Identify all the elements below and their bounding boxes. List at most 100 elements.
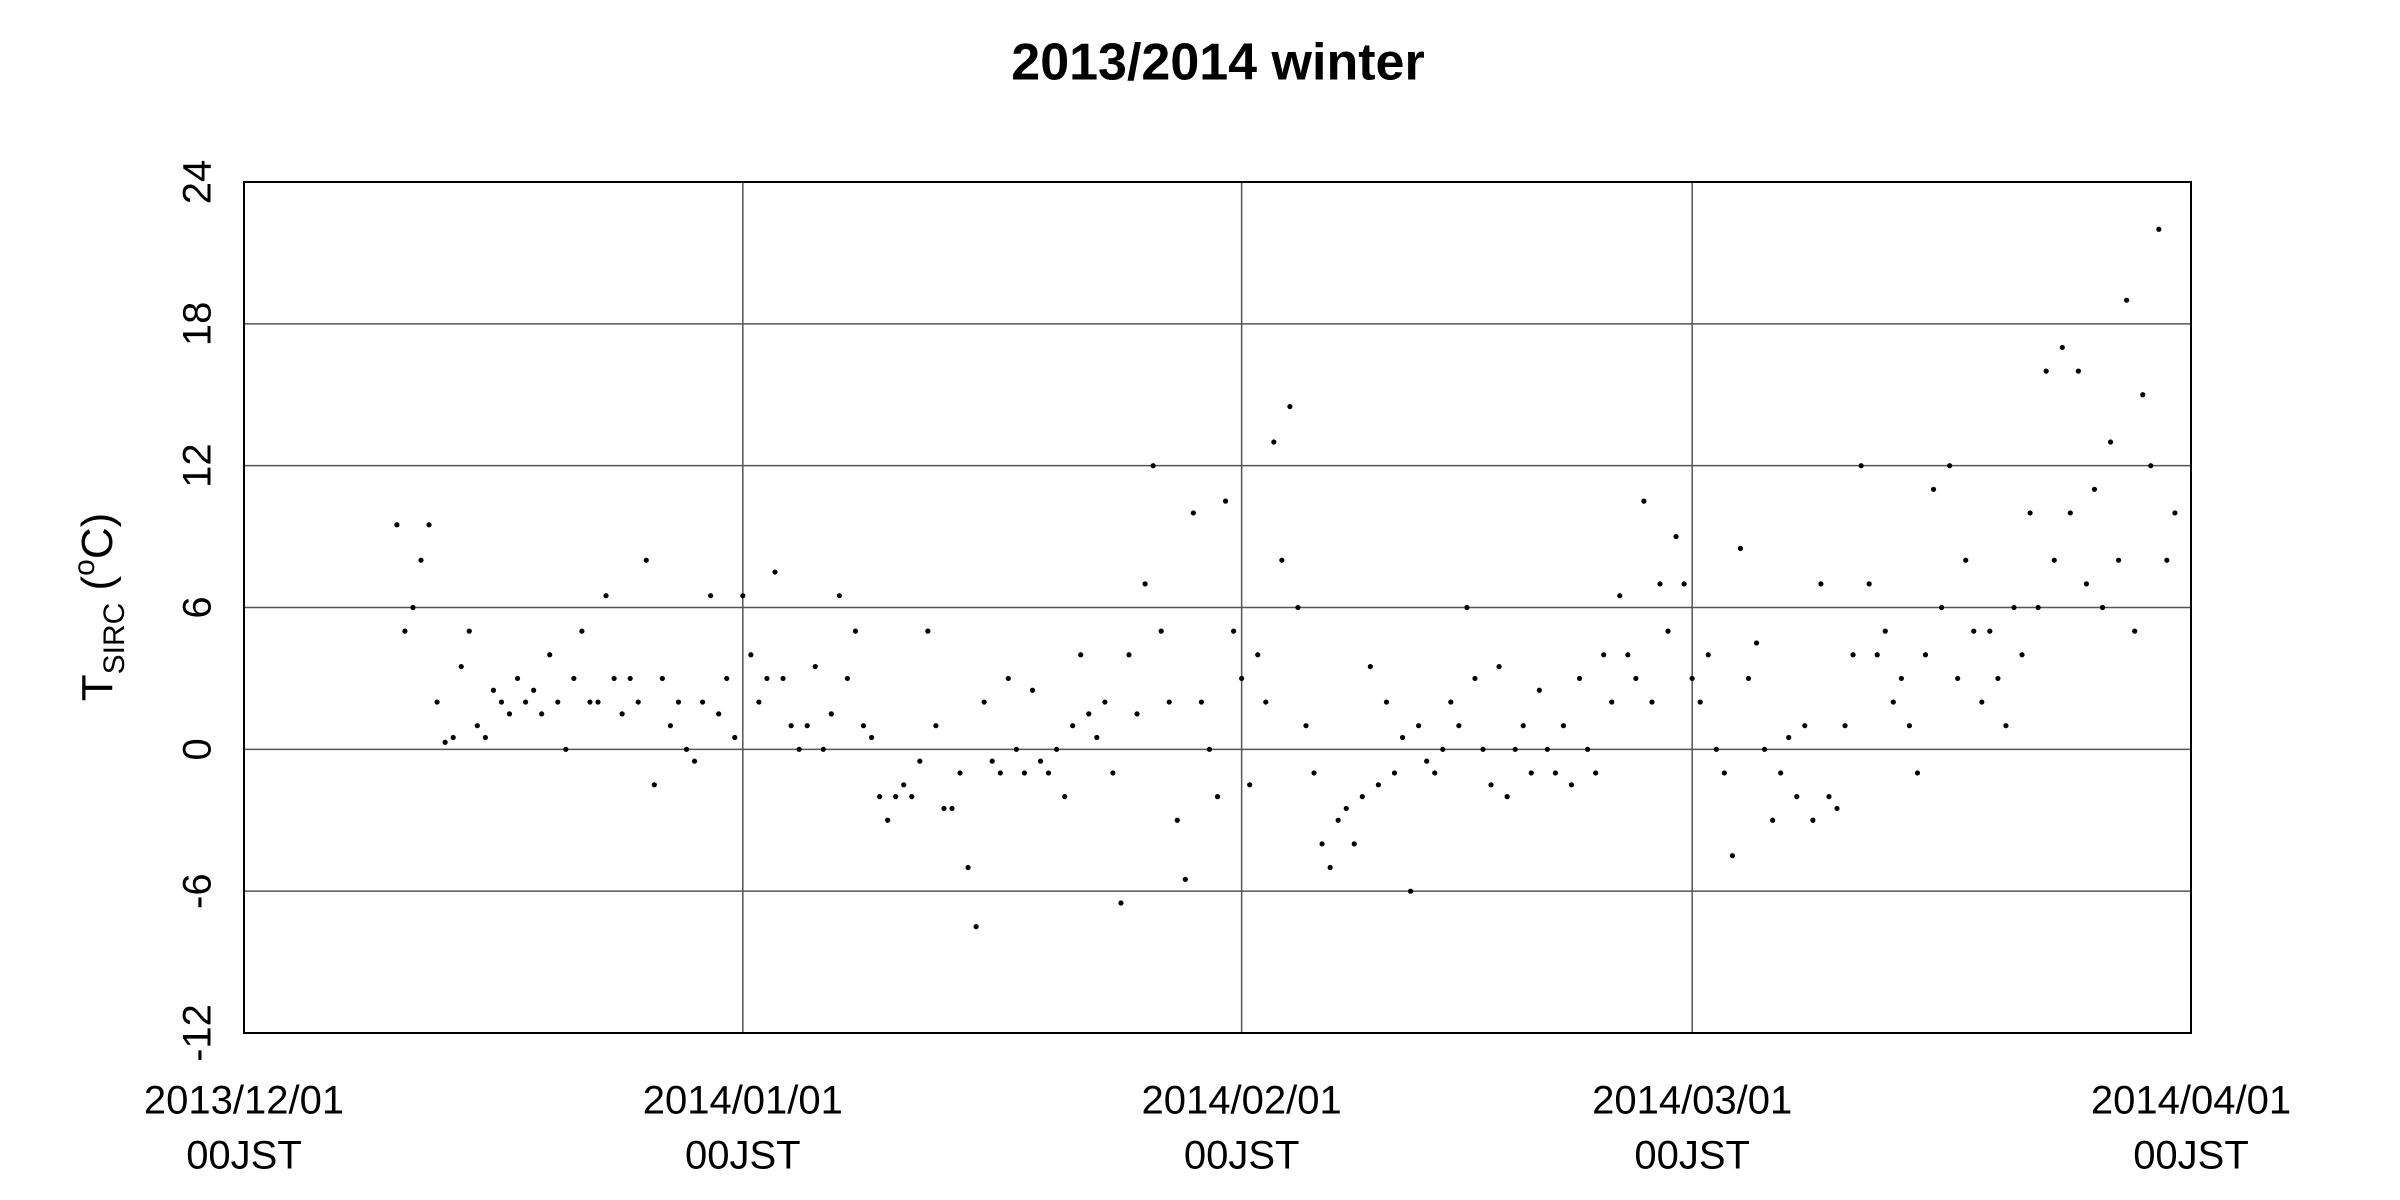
- point: [1464, 604, 1470, 611]
- point: [2099, 604, 2106, 611]
- point: [1359, 794, 1365, 800]
- point: [1802, 723, 1808, 729]
- point: [1448, 699, 1454, 705]
- point: [740, 593, 746, 599]
- point: [683, 746, 690, 752]
- point: [522, 699, 529, 705]
- point: [2059, 344, 2065, 351]
- point: [772, 569, 778, 575]
- point: [1367, 663, 1373, 670]
- point: [1432, 770, 1438, 776]
- point: [619, 711, 625, 717]
- point: [2124, 297, 2130, 303]
- point: [1898, 675, 1904, 682]
- point: [1625, 652, 1631, 658]
- point: [458, 663, 464, 670]
- point: [820, 746, 826, 752]
- point: [1786, 734, 1792, 741]
- point: [1617, 593, 1623, 599]
- point: [1094, 734, 1100, 741]
- point: [868, 734, 875, 741]
- point: [1520, 723, 1526, 729]
- point: [426, 522, 432, 528]
- point: [2156, 226, 2162, 232]
- point: [466, 628, 472, 634]
- point: [2083, 581, 2090, 587]
- point: [1528, 770, 1534, 776]
- y-label-text: (: [73, 575, 122, 602]
- point: [1053, 746, 1060, 752]
- point: [1118, 900, 1124, 906]
- point: [1086, 711, 1092, 717]
- point: [1206, 746, 1213, 752]
- point: [756, 699, 762, 705]
- point: [1045, 770, 1052, 776]
- y-tick-label: 18: [176, 302, 220, 347]
- point: [1142, 581, 1148, 587]
- point: [402, 628, 408, 634]
- y-tick-label: 0: [176, 738, 220, 760]
- point: [1391, 770, 1398, 776]
- point: [1351, 841, 1357, 847]
- chart-title: 2013/2014 winter: [1011, 34, 1424, 92]
- point: [1697, 699, 1703, 705]
- point: [1713, 746, 1719, 752]
- point: [933, 723, 939, 729]
- point: [1576, 675, 1583, 682]
- point: [804, 723, 810, 729]
- point: [1729, 853, 1736, 859]
- point: [2132, 628, 2138, 634]
- y-tick-label: 6: [176, 596, 220, 618]
- point: [764, 675, 770, 682]
- plot-frame: [243, 181, 2192, 1034]
- point: [482, 734, 488, 741]
- point: [1858, 463, 1864, 469]
- point: [1657, 581, 1663, 587]
- point: [981, 699, 987, 705]
- point: [1150, 463, 1156, 469]
- point: [1327, 864, 1333, 871]
- point: [571, 675, 577, 682]
- point: [917, 758, 923, 764]
- point: [2115, 557, 2122, 563]
- point: [539, 711, 545, 717]
- point: [547, 652, 553, 658]
- point: [1609, 699, 1615, 705]
- point: [1271, 439, 1277, 445]
- point: [1987, 628, 1993, 634]
- point: [2172, 510, 2178, 516]
- point: [1922, 652, 1929, 658]
- y-tick-label: 24: [176, 160, 220, 205]
- y-axis-label: TSIRC (oC): [68, 513, 131, 702]
- point: [1295, 604, 1301, 611]
- point: [1126, 652, 1132, 658]
- point: [1850, 652, 1856, 658]
- point: [1335, 817, 1341, 823]
- point: [1480, 746, 1486, 752]
- point: [1070, 723, 1076, 729]
- point: [691, 758, 698, 764]
- point: [514, 675, 521, 682]
- point: [635, 699, 641, 705]
- point: [1914, 770, 1921, 776]
- point: [643, 557, 649, 563]
- point: [1407, 888, 1414, 894]
- x-tick-label: 2014/03/01: [1592, 1079, 1792, 1123]
- point: [796, 746, 802, 752]
- point: [828, 711, 834, 717]
- point: [1102, 699, 1108, 705]
- point: [498, 699, 505, 705]
- point: [675, 699, 682, 705]
- point: [611, 675, 617, 682]
- point: [2067, 510, 2073, 516]
- point: [418, 557, 424, 563]
- point: [748, 652, 754, 658]
- point: [1770, 817, 1776, 823]
- point: [1255, 652, 1261, 658]
- y-tick-label: -12: [176, 1004, 220, 1062]
- point: [1021, 770, 1028, 776]
- point: [1472, 675, 1478, 682]
- y-tick-label: 12: [176, 443, 220, 488]
- point: [1930, 486, 1937, 492]
